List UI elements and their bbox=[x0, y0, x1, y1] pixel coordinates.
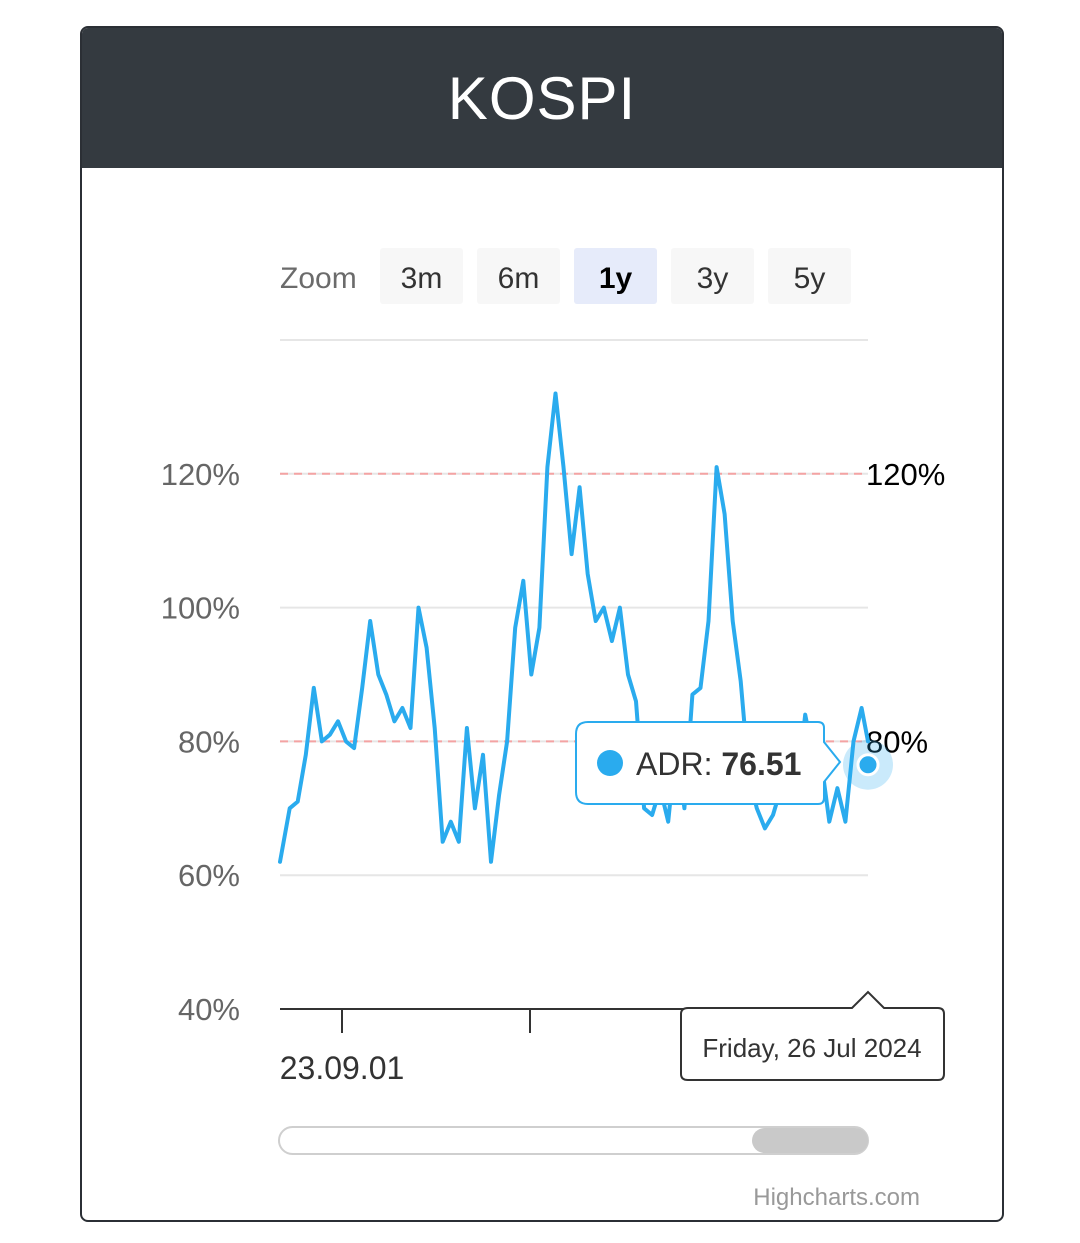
y-tick-label: 80% bbox=[178, 724, 240, 759]
zoom-button-3y[interactable]: 3y bbox=[671, 248, 754, 304]
zoom-button-6m[interactable]: 6m bbox=[477, 248, 560, 304]
zoom-button-label[interactable]: 3m bbox=[401, 262, 443, 295]
date-tooltip-box bbox=[680, 990, 945, 1081]
zoom-button-bg[interactable] bbox=[671, 248, 754, 304]
zoom-button-label[interactable]: 3y bbox=[697, 262, 729, 295]
hover-marker bbox=[856, 753, 880, 777]
svg-text:ADR: 76.51: ADR: 76.51 bbox=[636, 746, 801, 782]
credits-link[interactable]: Highcharts.com bbox=[753, 1184, 920, 1211]
tooltip-series-name: ADR bbox=[636, 746, 704, 782]
zoom-button-5y[interactable]: 5y bbox=[768, 248, 851, 304]
zoom-button-label[interactable]: 6m bbox=[498, 262, 540, 295]
tooltip-point: ADR: 76.51 bbox=[575, 721, 842, 805]
zoom-button-label[interactable]: 5y bbox=[794, 262, 826, 295]
date-tooltip: Friday, 26 Jul 2024 bbox=[680, 990, 945, 1081]
date-tooltip-text: Friday, 26 Jul 2024 bbox=[702, 1033, 921, 1063]
x-axis: 23.09.01 bbox=[280, 1008, 868, 1086]
y-tick-label: 100% bbox=[161, 591, 240, 626]
x-tick-label: 23.09.01 bbox=[280, 1050, 405, 1086]
y-tick-label: 120% bbox=[161, 457, 240, 492]
chart-card: KOSPI bbox=[80, 26, 1004, 1222]
series-line bbox=[278, 391, 870, 864]
y-axis-labels: 40% 60% 80% 100% 120% bbox=[161, 457, 240, 1027]
zoom-button-1y[interactable]: 1y bbox=[574, 248, 657, 304]
zoom-button-bg[interactable] bbox=[574, 248, 657, 304]
tooltip-box bbox=[575, 721, 842, 805]
y-tick-label: 60% bbox=[178, 858, 240, 893]
chart-title: KOSPI bbox=[447, 64, 637, 132]
zoom-button-label[interactable]: 1y bbox=[599, 262, 633, 295]
zoom-button-bg[interactable] bbox=[768, 248, 851, 304]
range-selector: Zoom 3m 6m 1y 3y 5y bbox=[280, 248, 851, 304]
tooltip-value: 76.51 bbox=[721, 746, 801, 782]
zoom-button-bg[interactable] bbox=[380, 248, 463, 304]
navigator-scrollbar[interactable] bbox=[278, 1126, 869, 1155]
tooltip-series-marker bbox=[597, 750, 623, 776]
zoom-button-bg[interactable] bbox=[477, 248, 560, 304]
hover-point bbox=[843, 739, 893, 790]
zoom-button-3m[interactable]: 3m bbox=[380, 248, 463, 304]
zoom-label: Zoom bbox=[280, 262, 357, 295]
chart-header: KOSPI bbox=[82, 28, 1002, 168]
plot-line-label: 80% bbox=[866, 724, 928, 759]
plot-line-label: 120% bbox=[866, 457, 945, 492]
y-tick-label: 40% bbox=[178, 992, 240, 1027]
scrollbar-thumb[interactable] bbox=[752, 1128, 868, 1153]
